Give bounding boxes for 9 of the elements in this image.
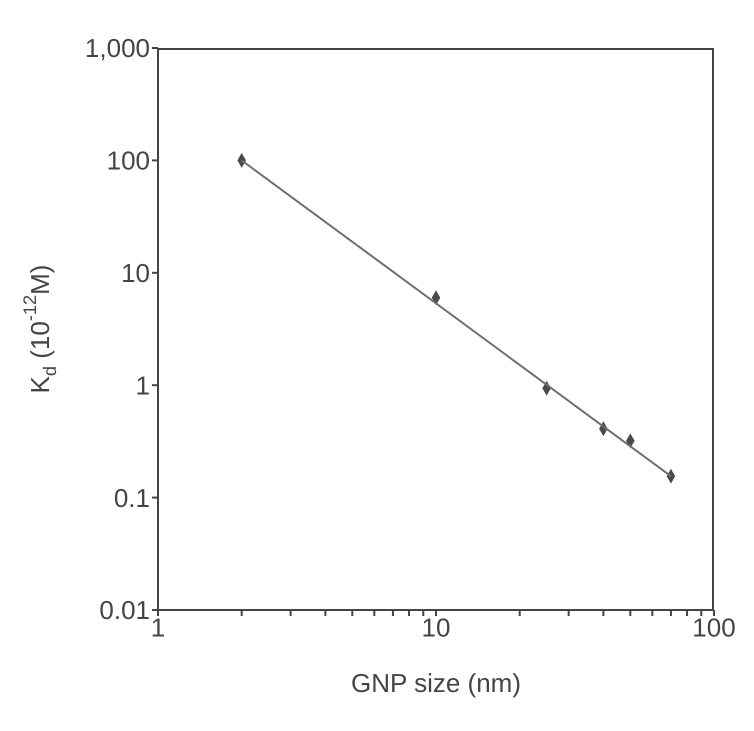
x-tick-label: 10	[422, 612, 450, 642]
y-tick-label: 100	[106, 146, 150, 176]
x-tick-label: 100	[692, 612, 736, 642]
x-axis-title: GNP size (nm)	[351, 668, 521, 698]
y-tick-label: 0.1	[114, 482, 150, 513]
y-tick-label: 1	[136, 370, 150, 400]
y-tick-label: 0.01	[99, 595, 150, 626]
y-tick-label: 10	[121, 258, 150, 288]
y-tick-label: 1,000	[84, 33, 150, 64]
